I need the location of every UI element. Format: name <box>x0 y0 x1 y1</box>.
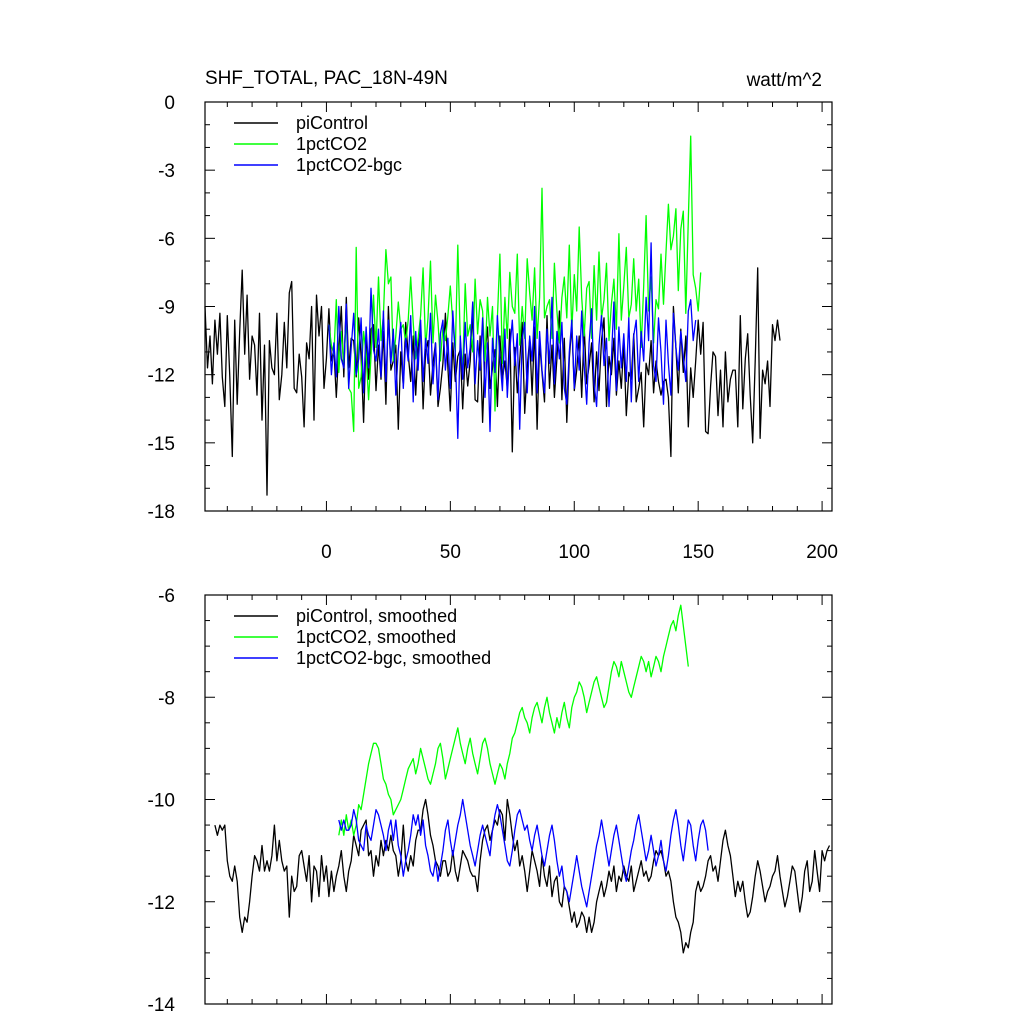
top-panel-units: watt/m^2 <box>746 70 822 91</box>
top-y-tick-label: -18 <box>148 502 175 523</box>
top-series-3-line <box>328 242 697 439</box>
bottom-legend-label-1: piControl, smoothed <box>296 606 457 626</box>
bottom-plot-frame <box>204 594 833 1005</box>
bottom-series-layer <box>214 604 831 954</box>
bottom-legend-label-2: 1pctCO2, smoothed <box>296 627 456 647</box>
bottom-y-tick-label: -14 <box>148 995 176 1016</box>
top-panel-title: SHF_TOTAL, PAC_18N-49N <box>205 68 448 89</box>
top-x-tick-label: 0 <box>321 542 332 563</box>
top-panel: SHF_TOTAL, PAC_18N-49N watt/m^2 0 50 100 15… <box>148 68 838 563</box>
bottom-series-2-line <box>338 604 689 836</box>
bottom-y-tick-label: -8 <box>158 688 175 709</box>
top-x-tick-label: 200 <box>806 542 838 563</box>
bottom-tick-layer: -6 -8 -10 -12 -14 <box>148 586 832 1016</box>
top-legend-label-3: 1pctCO2-bgc <box>296 155 402 175</box>
bottom-y-tick-label: -10 <box>148 791 175 812</box>
bottom-legend-label-3: 1pctCO2-bgc, smoothed <box>296 648 491 668</box>
bottom-panel: -6-8-10-12-14 piControl, smoothed1pctCO2… <box>148 586 833 1016</box>
top-x-tick-label: 50 <box>440 542 461 563</box>
bottom-series-1-line <box>214 798 831 954</box>
bottom-y-tick-label: -6 <box>158 586 175 607</box>
top-series-2-line <box>328 135 702 433</box>
top-legend-label-1: piControl <box>296 113 368 133</box>
top-plot-frame <box>204 101 833 512</box>
bottom-y-tick-label: -12 <box>148 893 175 914</box>
top-y-tick-label: -3 <box>158 161 175 182</box>
top-x-tick-label: 100 <box>558 542 590 563</box>
bottom-series-3-line <box>338 798 709 908</box>
top-y-tick-label: 0 <box>164 93 175 114</box>
top-y-tick-label: -9 <box>158 298 175 319</box>
top-tick-layer: 0 50 100 150 200 0 -3 -6 -9 -12 -15 -18 <box>148 93 838 563</box>
top-y-tick-label: -12 <box>148 366 175 387</box>
top-y-tick-label: -6 <box>158 229 175 250</box>
top-x-tick-label: 150 <box>682 542 714 563</box>
top-y-tick-label: -15 <box>148 434 175 455</box>
top-legend-label-2: 1pctCO2 <box>296 134 367 154</box>
top-series-1-line <box>204 267 781 496</box>
top-series-layer <box>204 135 781 496</box>
